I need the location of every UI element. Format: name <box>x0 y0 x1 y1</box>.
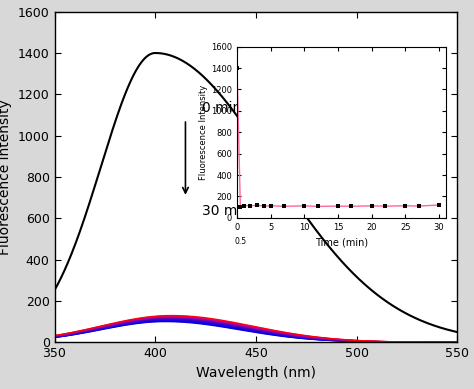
X-axis label: Wavelength (nm): Wavelength (nm) <box>196 366 316 380</box>
X-axis label: Time (min): Time (min) <box>315 237 368 247</box>
Text: 0.5: 0.5 <box>234 237 246 246</box>
Y-axis label: Fluorescence intensity: Fluorescence intensity <box>0 99 12 255</box>
Text: 30 min: 30 min <box>201 204 250 218</box>
Text: 0 min: 0 min <box>201 101 241 115</box>
Y-axis label: Fluorescence Intensity: Fluorescence Intensity <box>199 85 208 180</box>
